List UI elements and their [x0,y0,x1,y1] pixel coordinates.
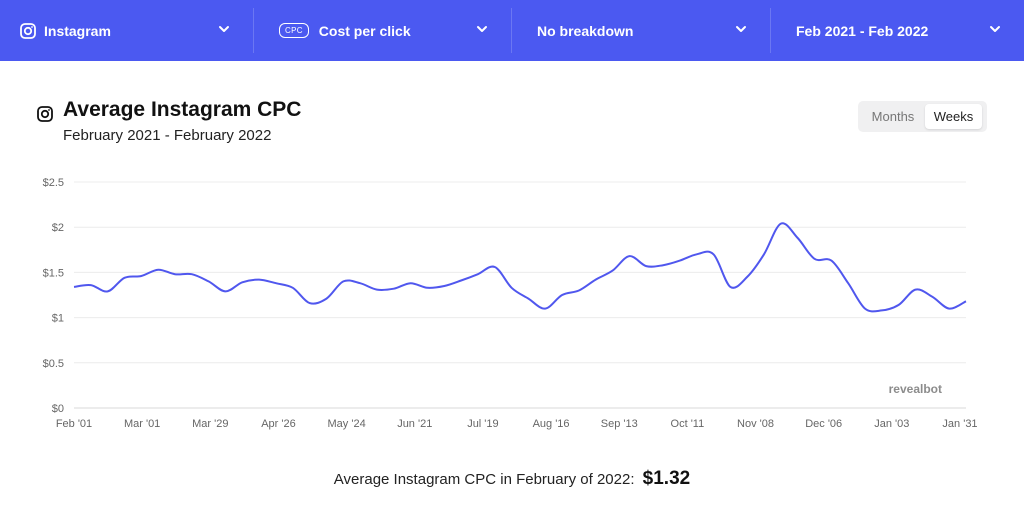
footer-value: $1.32 [642,468,691,489]
view-toggle: Months Weeks [858,101,987,132]
chevron-down-icon [475,22,489,36]
chart-subtitle: February 2021 - February 2022 [63,127,272,144]
x-tick-label: Nov '08 [737,418,774,430]
y-tick-label: $0 [52,403,64,415]
platform-label: Instagram [44,22,111,39]
x-tick-label: Feb '01 [56,418,92,430]
metric-badge: CPC [279,23,309,38]
chevron-down-icon [217,22,231,36]
x-tick-label: Jan '31 [942,418,977,430]
footer-text: Average Instagram CPC in February of 202… [333,471,635,488]
x-tick-label: Apr '26 [261,418,296,430]
y-tick-label: $1 [52,313,64,325]
date-range-label: Feb 2021 - Feb 2022 [796,22,929,39]
months-toggle-button[interactable]: Months [871,109,915,124]
x-tick-label: Sep '13 [601,418,638,430]
x-tick-label: May '24 [328,418,366,430]
platform-dropdown[interactable]: Instagram [0,0,253,61]
y-tick-label: $2 [52,222,64,234]
x-tick-label: Jul '19 [467,418,498,430]
cpc-series-line [73,222,967,313]
instagram-icon [20,22,36,39]
x-tick-label: Oct '11 [671,418,705,430]
instagram-icon [37,106,53,127]
breakdown-dropdown[interactable]: No breakdown [511,0,770,61]
weeks-toggle-button[interactable]: Weeks [925,104,982,129]
y-tick-label: $1.5 [43,267,64,279]
y-tick-label: $2.5 [43,177,64,189]
watermark: revealbot [889,382,942,396]
filter-bar: Instagram CPC Cost per click No breakdow… [0,0,1024,61]
footer-summary: Average Instagram CPC in February of 202… [0,468,1024,490]
chart-title: Average Instagram CPC [63,98,302,121]
breakdown-label: No breakdown [537,22,634,39]
x-tick-label: Mar '01 [124,418,160,430]
date-range-dropdown[interactable]: Feb 2021 - Feb 2022 [770,0,1024,61]
x-tick-label: Aug '16 [533,418,570,430]
x-tick-label: Jan '03 [874,418,909,430]
metric-dropdown[interactable]: CPC Cost per click [253,0,511,61]
x-tick-label: Dec '06 [805,418,842,430]
metric-label: Cost per click [318,22,411,39]
x-tick-label: Jun '21 [397,418,432,430]
x-tick-label: Mar '29 [192,418,228,430]
cpc-line-chart: $0 $0.5 $1 $1.5 $2 $2.5 Feb '01 Mar '01 Mar '29 A… [43,177,978,430]
chevron-down-icon [988,22,1002,36]
y-tick-label: $0.5 [43,358,64,370]
chevron-down-icon [734,22,748,36]
